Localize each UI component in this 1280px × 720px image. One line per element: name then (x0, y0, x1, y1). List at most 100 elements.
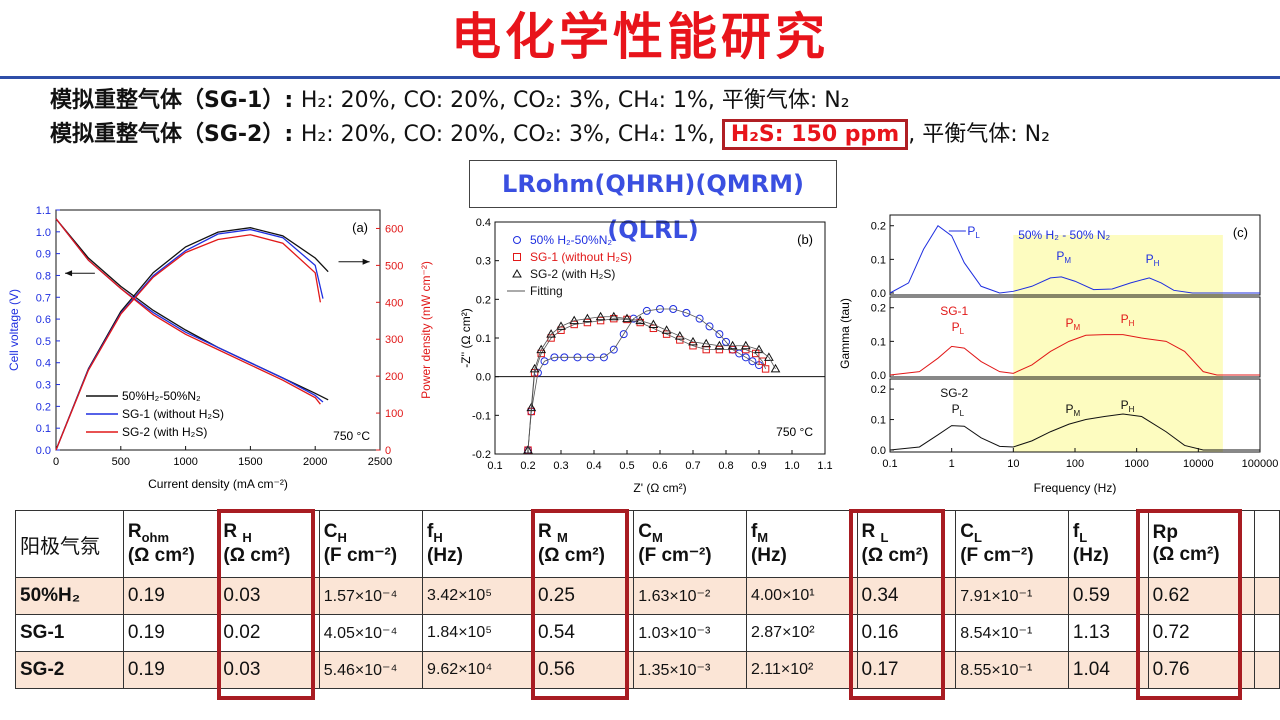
header-subscript: L (1079, 529, 1088, 545)
header-subscript: M (556, 529, 568, 545)
header-subscript: H (433, 529, 443, 545)
x-tick-label: 0.9 (751, 460, 766, 472)
y-tick-label: 0.0 (871, 370, 886, 382)
y-axis-label: -Z'' (Ω cm²) (460, 308, 473, 368)
header-unit: (Hz) (427, 544, 463, 566)
drt-curve (889, 334, 1260, 376)
table-row: SG-2 0.19 0.03 5.46×10⁻⁴ 9.62×10⁴ 0.56 1.35×10… (15, 651, 1280, 689)
table-cell: 1.03×10⁻³ (633, 614, 747, 652)
x-tick-label: 0.7 (685, 460, 700, 472)
table-cell: 0.03 (218, 651, 320, 689)
nyquist-point (609, 345, 618, 354)
legend-marker (513, 253, 521, 261)
y-tick-label: 0.4 (476, 217, 491, 229)
x-tick-label: 0.6 (652, 460, 667, 472)
y-tick-label: 1.0 (36, 227, 51, 239)
table-cell: 1.04 (1067, 651, 1149, 689)
legend-label: 50% H₂-50%N₂ (530, 233, 612, 247)
nyquist-point (748, 357, 757, 366)
peak-label-sub: M (1073, 323, 1080, 332)
arrow-left-head (65, 270, 73, 277)
table-header-11: Rp (Ω cm²) (1147, 510, 1256, 578)
table-header-0: 阳极气氛 (15, 510, 124, 578)
x-axis-label: Frequency (Hz) (1034, 481, 1117, 495)
nyquist-point (619, 330, 628, 339)
x-tick-label: 0.1 (487, 460, 502, 472)
table-header-3: CH (F cm⁻²) (318, 510, 424, 578)
nyquist-point (727, 340, 738, 350)
x-tick-label: 0.1 (882, 458, 897, 470)
row-label: 50%H₂ (15, 577, 124, 615)
y-tick-label: 0.2 (871, 221, 886, 233)
peak-label-sub: L (960, 409, 965, 418)
x-tick-label: 500 (112, 456, 130, 468)
peak-label: P (952, 402, 960, 416)
legend-label: SG-1 (without H₂S) (530, 250, 632, 264)
peak-label-sub: L (975, 231, 980, 240)
x-tick-label: 0.3 (553, 460, 568, 472)
peak-label-sub: M (1073, 409, 1080, 418)
nyquist-point (705, 322, 714, 331)
table-cell: 2.87×10² (745, 614, 858, 652)
table-cell: 7.91×10⁻¹ (955, 577, 1069, 615)
subplot-title: SG-2 (940, 386, 968, 400)
table-cell: 0.25 (532, 577, 635, 615)
y-tick-label: 0.1 (871, 254, 886, 266)
peak-label: P (1121, 398, 1129, 412)
y-tick-label: 0.0 (871, 288, 886, 300)
row-label: SG-2 (15, 651, 124, 689)
table-cell: 0.16 (856, 614, 957, 652)
table-cell: 0.62 (1147, 577, 1256, 615)
eis-parameter-table: 阳极气氛 Rohm (Ω cm²) R H (Ω cm²) CH (F cm⁻²) fH (Hz… (15, 510, 1280, 689)
table-cell: 2.11×10² (745, 651, 858, 689)
nyquist-point (595, 311, 606, 321)
table-header-1: Rohm (Ω cm²) (122, 510, 220, 578)
table-cell: 0.19 (122, 577, 220, 615)
nyquist-point (764, 352, 774, 361)
y-axis-label: Cell voltage (V) (7, 289, 21, 371)
x-tick-label: 1.0 (784, 460, 799, 472)
header-unit: (Ω cm²) (127, 544, 195, 566)
equivalent-circuit-formula: LRohm(QHRH)(QMRM)(QLRL) (469, 160, 837, 244)
peak-label: P (1065, 316, 1073, 330)
nyquist-point (740, 340, 751, 350)
x-tick-label: 10 (1007, 458, 1019, 470)
y-tick-label: 0.2 (36, 401, 51, 413)
header-symbol: Rp (1152, 522, 1178, 543)
table-header-12 (1254, 510, 1280, 578)
header-symbol: R (223, 521, 243, 543)
legend-marker (513, 236, 521, 244)
x-tick-label: 100000 (1242, 458, 1279, 470)
header-subscript: M (757, 529, 769, 545)
table-cell: 1.13 (1067, 614, 1149, 652)
table-cell: 0.76 (1147, 651, 1256, 689)
y-tick-label: 0.8 (36, 270, 51, 282)
x-axis-label: Z' (Ω cm²) (633, 481, 686, 495)
h2s-highlight: H₂S: 150 ppm (721, 119, 909, 150)
x-tick-label: 2000 (303, 456, 327, 468)
header-unit: (F cm⁻²) (323, 545, 398, 567)
header-symbol: R (861, 521, 881, 543)
nyquist-point (676, 336, 684, 344)
header-subscript: ohm (141, 529, 170, 545)
table-header-2: R H (Ω cm²) (218, 510, 320, 578)
gas-line-text: H₂: 20%, CO: 20%, CO₂: 3%, CH₄: 1%, 平衡气体… (300, 88, 850, 113)
table-header-8: R L (Ω cm²) (856, 510, 957, 578)
frequency-shaded-range (1013, 235, 1223, 452)
x-tick-label: 2500 (368, 456, 392, 468)
nyquist-point (695, 314, 704, 323)
header-symbol: C (960, 520, 974, 542)
table-row: SG-1 0.19 0.02 4.05×10⁻⁴ 1.84×10⁵ 0.54 1.03×10… (15, 614, 1280, 652)
header-unit: (Ω cm²) (861, 544, 929, 566)
table-cell: 0.56 (532, 651, 635, 689)
table-cell: 0.19 (122, 614, 220, 652)
legend-label: SG-1 (without H₂S) (122, 407, 224, 421)
y-tick-label: 0.1 (871, 415, 886, 427)
nyquist-point (715, 330, 724, 339)
nyquist-point (649, 324, 658, 333)
nyquist-point (596, 316, 605, 325)
y-tick-label: 1.1 (36, 205, 51, 217)
legend-label: Fitting (530, 284, 563, 298)
header-unit: (Ω cm²) (223, 544, 291, 566)
gas-line-close: ）: (262, 122, 301, 147)
